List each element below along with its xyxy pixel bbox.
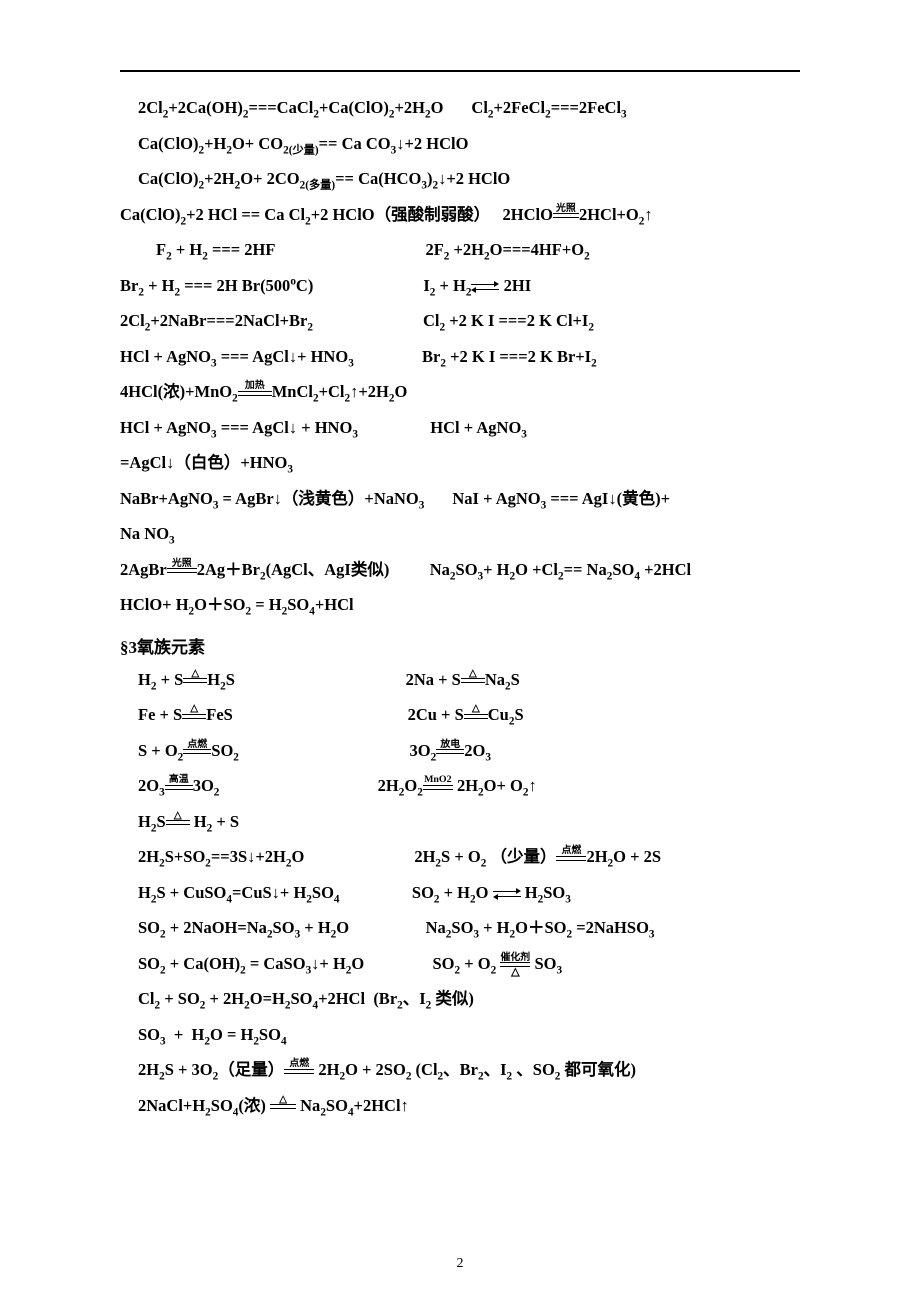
equation-line: 2Cl2+2Ca(OH)2===CaCl2+Ca(ClO)2+2H2OCl2+2… [120,100,800,117]
note-small-amount: 少量 [292,144,314,156]
note-insufficient: （少量） [490,847,556,866]
equation-line: 2O3高温3O2 2H2O2MnO2 2H2O+ O2↑ [120,778,800,795]
arrow-hightemp: 高温 [165,778,193,795]
document-page: 2Cl2+2Ca(OH)2===CaCl2+Ca(ClO)2+2H2OCl2+2… [0,0,920,1302]
equation-line: H2 + S△H2S 2Na + S△Na2S [120,672,800,689]
arrow-triangle: △ [461,672,485,689]
arrow-ignite: 点燃 [284,1062,314,1079]
equation-line: =AgCl↓（白色）+HNO3 [120,455,800,472]
equation-line: 4HCl(浓)+MnO2加热MnCl2+Cl2↑+2H2O [120,384,800,401]
arrow-triangle: △ [270,1098,296,1115]
equation-line: Cl2 + SO2 + 2H2O=H2SO4+2HCl (Br2、I2 类似) [120,991,800,1008]
note-yellow: (黄色) [617,489,661,508]
equation-line: Ca(ClO)2+H2O+ CO2(少量)== Ca CO3↓+2 HClO [120,136,800,153]
equation-line: SO2 + Ca(OH)2 = CaSO3↓+ H2O SO2 + O2 催化剂… [120,956,800,973]
equation-line: H2S + CuSO4=CuS↓+ H2SO4 SO2 + H2O H2SO3 [120,885,800,902]
arrow-light: 光照 [553,207,579,224]
note-sufficient: （足量） [218,1060,284,1079]
equation-line: 2H2S + 3O2（足量）点燃 2H2O + 2SO2 (Cl2、Br2、I2… [120,1062,800,1079]
equation-line: NaBr+AgNO3 = AgBr↓（浅黄色）+NaNO3NaI + AgNO3… [120,491,800,508]
page-number: 2 [457,1256,464,1272]
equation-line: HCl + AgNO3 === AgCl↓+ HNO3 Br2 +2 K I =… [120,349,800,366]
arrow-ignite: 点燃 [556,849,586,866]
equation-line: SO3 + H2O = H2SO4 [120,1027,800,1044]
note-conc: (浓) [238,1096,266,1115]
section-heading: §3氧族元素 [120,633,800,658]
arrow-heat: 加热 [238,384,272,401]
note-large-amount: 多量 [309,179,331,191]
equation-line: 2AgBr光照2Ag＋Br2(AgCl、AgI类似) Na2SO3+ H2O +… [120,562,800,579]
note-temp: (500oC) [260,276,313,295]
note-strong-weak: （强酸制弱酸） [375,205,491,224]
equilibrium-arrow [493,889,521,899]
equation-line: 2NaCl+H2SO4(浓) △ Na2SO4+2HCl↑ [120,1098,800,1115]
equation-line: 2H2S+SO2==3S↓+2H2O2H2S + O2 （少量）点燃2H2O +… [120,849,800,866]
note-conc: (浓) [158,382,186,401]
equation-line: HCl + AgNO3 === AgCl↓ + HNO3 HCl + AgNO3 [120,420,800,437]
equation-line: Ca(ClO)2+2 HCl == Ca Cl2+2 HClO（强酸制弱酸） 2… [120,207,800,224]
arrow-catalyst: 催化剂△ [500,956,530,973]
note-oxidize: (Cl2、Br2、I2 、SO2 都可氧化) [416,1060,636,1079]
arrow-triangle: △ [183,672,207,689]
arrow-triangle: △ [182,707,206,724]
equation-line: 2Cl2+2NaBr===2NaCl+Br2Cl2 +2 K I ===2 K … [120,313,800,330]
equation-line: Fe + S△FeS 2Cu + S△Cu2S [120,707,800,724]
arrow-ignite: 点燃 [183,743,211,760]
equation-line: Ca(ClO)2+2H2O+ 2CO2(多量)== Ca(HCO3)2↓+2 H… [120,171,800,188]
note-br2-i2: (Br2、I2 类似) [373,989,474,1008]
equation-line: F2 + H2 === 2HF2F2 +2H2O===4HF+O2 [120,242,800,259]
arrow-triangle: △ [166,814,190,831]
equation-line: HClO+ H2O＋SO2 = H2SO4+HCl [120,597,800,614]
equilibrium-arrow [471,282,499,292]
top-rule [120,70,800,72]
arrow-mno2: MnO2 [423,778,453,795]
note-agcl-agi: (AgCl、AgI类似) [266,560,390,579]
equation-line: Na NO3 [120,526,800,543]
note-light-yellow: （浅黄色） [282,489,365,508]
arrow-discharge: 放电 [436,743,464,760]
equation-line: S + O2点燃SO2 3O2放电2O3 [120,743,800,760]
note-white: （白色） [174,453,240,472]
equation-line: SO2 + 2NaOH=Na2SO3 + H2O Na2SO3 + H2O＋SO… [120,920,800,937]
equation-line: H2S△ H2 + S [120,814,800,831]
equation-line: Br2 + H2 === 2H Br(500oC)I2 + H2 2HI [120,278,800,295]
arrow-light: 光照 [167,562,197,579]
arrow-triangle: △ [464,707,488,724]
